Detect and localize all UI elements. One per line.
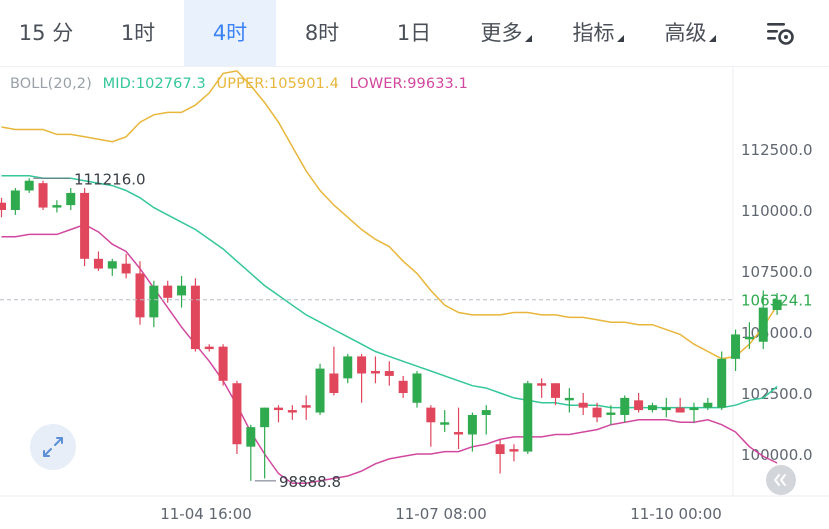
candle-body xyxy=(647,405,657,411)
candle-body xyxy=(38,183,48,208)
timeframe-tabbar: 15 分 1时 4时 8时 1日 更多 指标 高级 xyxy=(0,0,829,67)
candle-body xyxy=(758,307,768,342)
candle-body xyxy=(384,371,394,376)
candle-body xyxy=(343,356,353,379)
candle-body xyxy=(357,356,367,374)
chart-settings-button[interactable] xyxy=(764,18,798,48)
current-price-label: 106324.1 xyxy=(741,292,813,310)
candle-body xyxy=(731,334,741,359)
candle-body xyxy=(232,383,242,445)
candle-body xyxy=(717,358,727,408)
candle-body xyxy=(398,380,408,393)
candle-body xyxy=(0,202,6,210)
candle-body xyxy=(426,407,436,423)
candle-body xyxy=(606,412,616,415)
candle-body xyxy=(454,432,464,435)
candle-body xyxy=(287,410,297,413)
tab-1h[interactable]: 1时 xyxy=(120,21,156,45)
dropdown-caret-icon xyxy=(708,35,716,42)
candle-body xyxy=(661,407,671,411)
legend-indicator: BOLL(20,2) xyxy=(10,76,92,92)
tab-15min[interactable]: 15 分 xyxy=(18,21,74,45)
y-tick-label: 107500.0 xyxy=(741,263,813,281)
candle-body xyxy=(274,407,283,411)
boll-mid-line xyxy=(1,175,778,409)
dropdown-caret-icon xyxy=(616,35,624,42)
candle-body xyxy=(744,336,754,340)
legend-upper: UPPER:105901.4 xyxy=(216,76,339,92)
tab-1d[interactable]: 1日 xyxy=(396,21,432,45)
y-tick-label: 110000.0 xyxy=(741,202,813,220)
candle-body xyxy=(634,400,644,411)
tab-indicators[interactable]: 指标 xyxy=(552,0,644,66)
x-tick-label: 11-04 16:00 xyxy=(160,505,252,523)
candle-body xyxy=(509,449,519,452)
tab-more-label: 更多 xyxy=(480,21,523,45)
candle-body xyxy=(204,346,214,350)
scroll-to-latest-button[interactable] xyxy=(766,465,796,495)
candle-body xyxy=(689,407,699,411)
candle-body xyxy=(246,427,256,447)
candle-body xyxy=(24,180,34,191)
candle-body xyxy=(329,373,339,393)
candle-body xyxy=(370,371,380,374)
candle-body xyxy=(163,285,173,298)
candle-body xyxy=(190,285,200,350)
high-annotation-label: 111216.0 xyxy=(74,170,146,188)
candle-body xyxy=(260,407,270,428)
candle-body xyxy=(412,373,422,403)
fullscreen-button[interactable] xyxy=(30,424,76,470)
candle-body xyxy=(66,192,76,206)
tab-more[interactable]: 更多 xyxy=(460,0,552,66)
candle-body xyxy=(93,258,103,269)
boll-lower-line xyxy=(1,223,778,485)
boll-legend: BOLL(20,2) MID:102767.3 UPPER:105901.4 L… xyxy=(10,76,474,92)
chart-settings-icon xyxy=(767,23,794,45)
tab-8h[interactable]: 8时 xyxy=(304,21,340,45)
expand-arrows-icon xyxy=(43,437,63,457)
candle-body xyxy=(481,410,491,415)
boll-upper-line xyxy=(1,70,778,360)
candle-body xyxy=(523,383,533,452)
candlestick-chart[interactable]: 112500.0110000.0107500.0105000.0102500.0… xyxy=(0,66,829,529)
candle-body xyxy=(551,383,560,398)
candle-body xyxy=(177,285,187,296)
candle-body xyxy=(564,397,574,401)
x-tick-label: 11-10 00:00 xyxy=(630,505,722,523)
legend-mid: MID:102767.3 xyxy=(102,76,206,92)
candle-body xyxy=(80,192,90,259)
candle-body xyxy=(703,402,713,408)
candle-body xyxy=(107,261,117,269)
candle-body xyxy=(52,205,62,208)
candle-body xyxy=(578,402,588,408)
legend-lower: LOWER:99633.1 xyxy=(349,76,468,92)
candle-body xyxy=(218,346,228,381)
candle-body xyxy=(620,397,630,415)
candle-body xyxy=(495,444,505,454)
dropdown-caret-icon xyxy=(524,35,532,42)
candle-body xyxy=(440,422,450,425)
candle-body xyxy=(10,190,20,210)
candle-body xyxy=(675,407,685,413)
tab-advanced[interactable]: 高级 xyxy=(644,0,736,66)
candle-body xyxy=(467,414,477,435)
candle-body xyxy=(315,368,325,413)
candle-body xyxy=(149,285,159,318)
tab-advanced-label: 高级 xyxy=(664,21,707,45)
low-annotation-label: 98888.8 xyxy=(279,473,341,491)
y-tick-label: 112500.0 xyxy=(741,141,813,159)
tab-4h[interactable]: 4时 xyxy=(184,0,276,66)
x-tick-label: 11-07 08:00 xyxy=(395,505,487,523)
candle-body xyxy=(121,263,131,274)
tab-indicators-label: 指标 xyxy=(572,21,615,45)
candle-body xyxy=(135,273,145,318)
candle-body xyxy=(592,407,602,418)
candle-body xyxy=(772,299,782,311)
candle-body xyxy=(301,405,311,408)
candle-body xyxy=(537,383,547,386)
double-chevron-left-icon xyxy=(774,474,786,486)
y-tick-label: 100000.0 xyxy=(741,446,813,464)
